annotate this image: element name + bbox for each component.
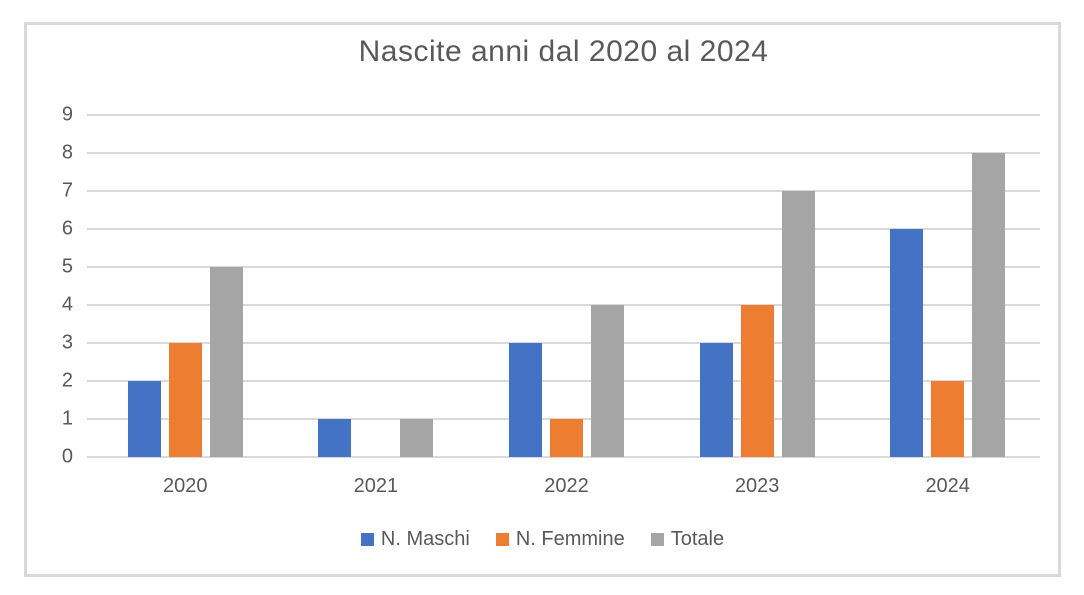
gridline — [87, 152, 1040, 154]
legend-swatch-icon — [360, 533, 374, 546]
bar — [550, 419, 583, 457]
bar — [400, 419, 434, 457]
x-tick-label: 2021 — [353, 475, 399, 497]
y-tick-label: 3 — [61, 331, 73, 354]
bar — [127, 381, 161, 457]
bar — [740, 305, 774, 457]
y-tick-label: 0 — [61, 445, 73, 468]
y-tick-label: 8 — [61, 141, 73, 164]
y-tick-label: 6 — [61, 217, 73, 240]
legend-label: Totale — [670, 528, 725, 550]
legend-label: N. Maschi — [380, 528, 470, 550]
x-tick-label: 2023 — [734, 475, 780, 497]
bar — [699, 343, 733, 457]
chart-legend: N. Maschi N. Femmine Totale — [27, 528, 1058, 551]
legend-item: N. Femmine — [495, 528, 625, 551]
y-tick-label: 9 — [61, 103, 73, 126]
y-tick-label: 1 — [61, 407, 73, 430]
legend-swatch-icon — [650, 533, 664, 546]
legend-item: N. Maschi — [360, 528, 470, 551]
gridline — [87, 114, 1040, 116]
plot-area: 0 1 2 3 4 5 6 7 8 9 2020 2021 2022 2023 2024 — [27, 25, 1058, 574]
y-tick-label: 4 — [61, 293, 73, 316]
gridline — [87, 380, 1040, 382]
x-tick-label: 2020 — [163, 475, 208, 497]
legend-label: N. Femmine — [515, 528, 625, 550]
bar — [972, 153, 1006, 457]
bar — [168, 343, 202, 457]
x-tick-label: 2022 — [544, 475, 589, 497]
bar — [591, 305, 624, 457]
y-tick-label: 5 — [61, 255, 73, 278]
x-tick-label: 2024 — [925, 475, 970, 497]
y-tick-label: 2 — [61, 369, 73, 392]
bar — [318, 419, 352, 457]
chart-title: Nascite anni dal 2020 al 2024 — [358, 35, 769, 68]
x-axis-line — [87, 456, 1040, 458]
bar — [509, 343, 542, 457]
bar — [931, 381, 965, 457]
gridline — [87, 266, 1040, 268]
gridline — [87, 304, 1040, 306]
y-tick-label: 7 — [61, 179, 73, 202]
chart-frame: Nascite anni dal 2020 al 2024 0 1 2 3 4 5 6 7 8 9… — [24, 22, 1061, 577]
gridline — [87, 228, 1040, 230]
legend-item: Totale — [650, 528, 725, 551]
bar — [890, 229, 924, 457]
bar — [781, 191, 815, 457]
legend-swatch-icon — [495, 533, 509, 546]
gridline — [87, 190, 1040, 192]
gridline — [87, 342, 1040, 344]
bar — [209, 267, 243, 457]
